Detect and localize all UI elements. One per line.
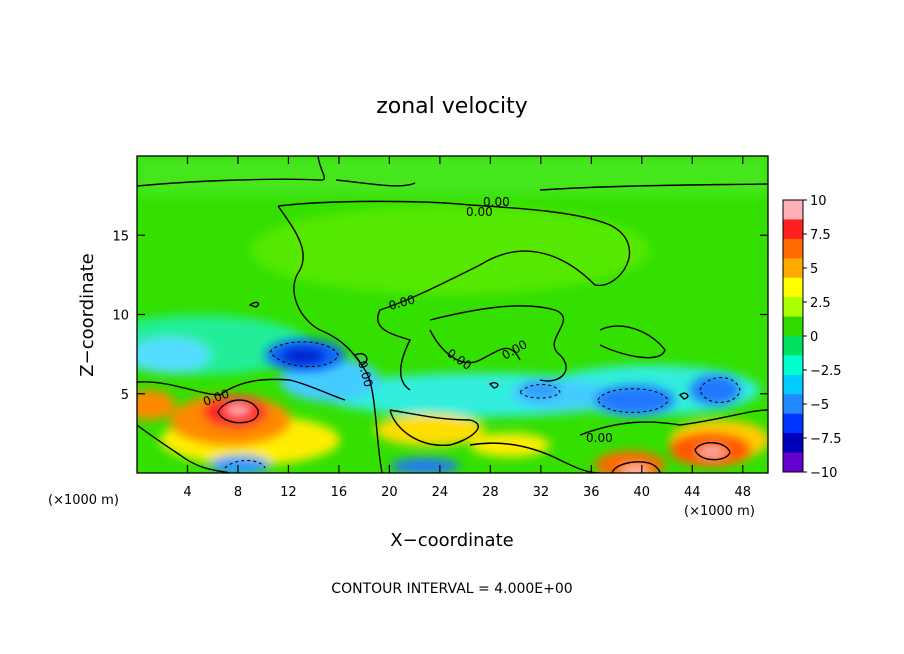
neg-contour-right2 (699, 377, 741, 403)
x-unit-right: (×1000 m) (684, 504, 755, 519)
colorbar-swatch (783, 297, 803, 318)
x-axis-ticks: 4 8 12 16 20 24 28 32 36 40 44 48 (183, 156, 751, 500)
colorbar-tick-label: 7.5 (810, 228, 831, 243)
contour-max-right1 (611, 461, 661, 473)
contour-lower-right (579, 409, 768, 436)
x-axis-label: X−coordinate (390, 530, 513, 551)
contour-max-left (217, 399, 259, 424)
contour-zero-left (277, 205, 383, 473)
contour-left-edge (137, 424, 231, 473)
x-tick-label: 8 (234, 485, 242, 500)
neg-contour-left (269, 341, 339, 368)
darkblue-core (281, 348, 325, 364)
pink-core-left (224, 403, 252, 417)
y-tick-label: 15 (112, 229, 129, 244)
contour-mid (429, 305, 567, 382)
colorbar-tick-label: −2.5 (810, 364, 842, 379)
yellow-lower-mid (375, 414, 485, 446)
contour-label: 0.00 (483, 195, 510, 209)
contour-bottom (469, 442, 601, 473)
x-tick-label: 24 (432, 485, 449, 500)
colorbar-swatch (783, 355, 803, 376)
x-tick-label: 28 (482, 485, 499, 500)
colorbar-tick-label: −5 (810, 398, 829, 413)
colorbar-tick-label: −7.5 (810, 432, 842, 447)
colorbar-tick-label: 2.5 (810, 296, 831, 311)
contour-small1 (248, 301, 260, 308)
pink-core-right2 (696, 445, 728, 459)
colorbar-swatch (783, 238, 803, 259)
upper-green-band (137, 156, 768, 196)
chart-title: zonal velocity (376, 94, 528, 119)
negative-contours (224, 341, 741, 469)
colorbar-tick-label: 10 (810, 194, 827, 209)
x-unit-left: (×1000 m) (48, 493, 119, 508)
colorbar-swatch (783, 316, 803, 337)
colorbar-swatch (783, 394, 803, 415)
contour-zero-main (277, 200, 631, 391)
x-tick-label: 36 (583, 485, 600, 500)
contour-lower-mid (389, 409, 479, 446)
contour-label: 0.00 (586, 431, 613, 445)
contour-lines (137, 156, 768, 473)
contour-max-right2 (694, 442, 731, 461)
colorbar-tick-label: 5 (810, 262, 818, 277)
contour-label: 0.00 (355, 359, 375, 388)
contour-top2 (335, 179, 416, 187)
y-tick-label: 10 (112, 309, 129, 324)
colorbar: 10 7.5 5 2.5 0 −2.5 −5 −7.5 −10 (782, 194, 842, 481)
colorbar-swatch (783, 374, 803, 395)
heatmap-field: 0.00 0.00 0.00 0.00 0.00 0.00 0.00 0.00 (137, 156, 768, 473)
yellow-lower-right (470, 433, 550, 457)
upper-light-region (250, 205, 650, 295)
x-tick-label: 48 (734, 485, 751, 500)
cyan-left (137, 337, 210, 373)
x-tick-label: 32 (533, 485, 550, 500)
contour-mid-lobes (429, 329, 521, 364)
x-tick-label: 44 (684, 485, 701, 500)
contour-lower-left (137, 378, 346, 401)
y-axis-label: Z−coordinate (77, 253, 98, 376)
y-axis-ticks: 5 10 15 (112, 229, 768, 403)
orange-left-edge (137, 390, 175, 420)
neg-contour-right1 (597, 388, 669, 413)
blue-low-left (210, 455, 270, 473)
contour-interval-note: CONTOUR INTERVAL = 4.000E+00 (331, 581, 572, 597)
contour-top-right (539, 183, 768, 191)
colorbar-swatch (783, 200, 803, 220)
colorbar-swatch (783, 336, 803, 356)
y-tick-label: 5 (121, 388, 129, 403)
contour-mid-right (599, 325, 666, 359)
blue-min-right1 (595, 385, 675, 415)
colorbar-swatch (783, 413, 803, 434)
x-tick-label: 4 (183, 485, 191, 500)
colorbar-swatch (783, 258, 803, 279)
colorbar-swatch (783, 219, 803, 240)
x-tick-label: 20 (381, 485, 398, 500)
x-tick-label: 16 (331, 485, 348, 500)
colorbar-swatch (783, 452, 803, 473)
blue-min-mid (520, 382, 560, 398)
colorbar-tick-label: −10 (810, 466, 837, 481)
contour-top (137, 156, 325, 187)
contour-label: 0.00 (466, 205, 493, 219)
contour-label: 0.00 (387, 292, 416, 312)
pink-core-right1 (619, 464, 651, 473)
neg-contour-mid (519, 384, 561, 399)
contour-small2 (353, 353, 368, 366)
x-tick-label: 40 (634, 485, 651, 500)
colorbar-tick-label: 0 (810, 330, 818, 345)
x-tick-label: 12 (280, 485, 297, 500)
blue-min-right2 (690, 375, 740, 405)
colorbar-swatch (783, 277, 803, 298)
contour-small4 (678, 392, 689, 400)
colorbar-swatch (783, 433, 803, 454)
blue-low-mid (390, 458, 460, 473)
contour-small3 (488, 381, 499, 389)
